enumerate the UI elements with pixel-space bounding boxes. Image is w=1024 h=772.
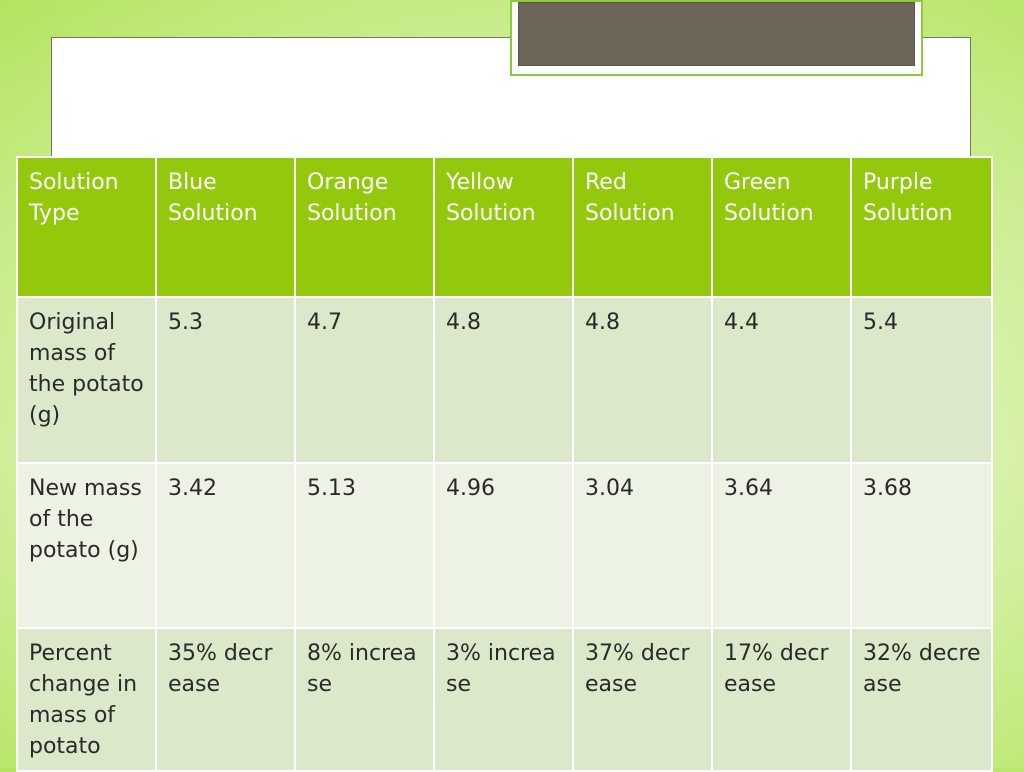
header-cell-solution-type: Solution Type [16,156,157,298]
cell-new-green: 3.64 [711,462,852,629]
cell-new-yellow: 4.96 [433,462,574,629]
header-cell-blue: Blue Solution [155,156,296,298]
row-label-percent-change: Percent change in mass of potato [16,627,157,772]
cell-original-yellow: 4.8 [433,296,574,464]
cell-new-red: 3.04 [572,462,713,629]
cell-original-orange: 4.7 [294,296,435,464]
table-row: Percent change in mass of potato 35% dec… [16,627,993,772]
cell-percent-purple: 32% decrease [850,627,993,772]
cell-percent-red: 37% decrease [572,627,713,772]
cell-original-red: 4.8 [572,296,713,464]
picture-image [518,2,915,66]
header-cell-yellow: Yellow Solution [433,156,574,298]
row-label-new-mass: New mass of the potato (g) [16,462,157,629]
header-cell-purple: Purple Solution [850,156,993,298]
header-cell-orange: Orange Solution [294,156,435,298]
table-header-row: Solution Type Blue Solution Orange Solut… [16,156,993,298]
cell-percent-yellow: 3% increase [433,627,574,772]
header-cell-red: Red Solution [572,156,713,298]
header-cell-green: Green Solution [711,156,852,298]
cell-new-blue: 3.42 [155,462,296,629]
results-table: Solution Type Blue Solution Orange Solut… [16,156,993,772]
table-row: New mass of the potato (g) 3.42 5.13 4.9… [16,462,993,629]
row-label-original-mass: Original mass of the potato (g) [16,296,157,464]
cell-original-purple: 5.4 [850,296,993,464]
table-row: Original mass of the potato (g) 5.3 4.7 … [16,296,993,464]
cell-percent-orange: 8% increase [294,627,435,772]
cell-original-blue: 5.3 [155,296,296,464]
picture-frame [510,0,923,76]
cell-new-orange: 5.13 [294,462,435,629]
cell-percent-blue: 35% decrease [155,627,296,772]
cell-percent-green: 17% decrease [711,627,852,772]
cell-new-purple: 3.68 [850,462,993,629]
cell-original-green: 4.4 [711,296,852,464]
